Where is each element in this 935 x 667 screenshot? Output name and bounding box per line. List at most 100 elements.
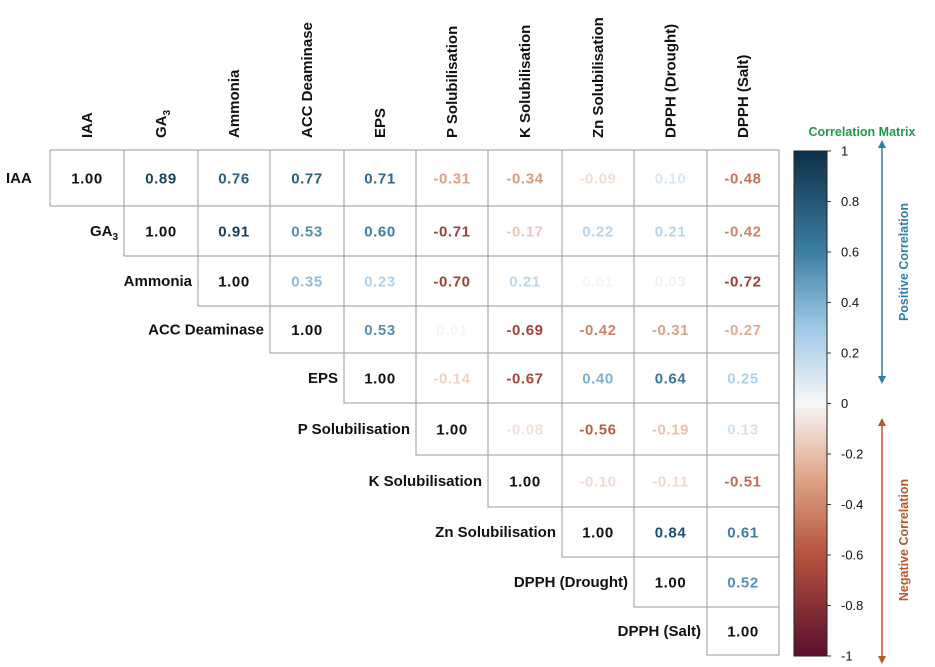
colorbar-gradient [793, 150, 828, 657]
negative-correlation-label: Negative Correlation [897, 479, 911, 601]
cell-dpph-drought-dpph-salt: 0.52 [706, 556, 780, 608]
cell-value: 0.91 [218, 224, 250, 241]
cell-border [706, 255, 780, 307]
cell-k-solubilisation-zn-solubilisation: -0.10 [561, 454, 635, 508]
cell-p-solubilisation-dpph-drought: -0.19 [633, 402, 708, 456]
colorbar-tick-label: 0.6 [841, 245, 859, 260]
cell-border [561, 205, 635, 257]
cell-value: 1.00 [364, 371, 396, 388]
cell-value: 0.53 [291, 224, 323, 241]
cell-ammonia-k-solubilisation: 0.21 [487, 255, 563, 307]
colorbar-tick-label: -1 [841, 649, 853, 664]
column-labels: IAA GA3 Ammonia ACC Deaminase EPS P Solubilis… [79, 17, 752, 138]
colorbar-ticks: 1 0.8 0.6 0.4 0.2 0 -0.2 -0.4 -0.6 -0.8 -1 [827, 144, 863, 664]
cell-value: 0.53 [364, 322, 396, 339]
cell-ga3-zn-solubilisation: 0.22 [561, 205, 635, 257]
cell-value: -0.67 [506, 371, 543, 388]
cell-value: 1.00 [436, 422, 468, 439]
cell-value: -0.71 [433, 224, 470, 241]
cell-ammonia-acc-deaminase: 0.35 [269, 255, 345, 307]
colorbar-tick-label: 0.4 [841, 295, 859, 310]
cell-border [49, 149, 125, 207]
chart-title: Correlation Matrix [809, 125, 916, 139]
cell-value: 1.00 [218, 274, 250, 291]
cell-k-solubilisation-dpph-salt: -0.51 [706, 454, 780, 508]
cell-zn-solubilisation-zn-solubilisation: 1.00 [561, 506, 635, 558]
cell-dpph-salt-dpph-salt: 1.00 [706, 606, 780, 656]
cell-ammonia-p-solubilisation: -0.70 [415, 255, 489, 307]
row-label-eps: EPS [308, 370, 338, 387]
cell-border [633, 556, 708, 608]
cell-value: 0.22 [582, 224, 614, 241]
cell-ammonia-dpph-drought: 0.03 [633, 255, 708, 307]
colorbar-tick-label: 0 [841, 396, 848, 411]
cell-p-solubilisation-dpph-salt: 0.13 [706, 402, 780, 456]
cell-border [706, 205, 780, 257]
colorbar-tick-label: -0.4 [841, 497, 863, 512]
cell-iaa-ga3: 0.89 [123, 149, 199, 207]
column-label-p-solubilisation: P Solubilisation [444, 26, 461, 138]
row-label-k-solubilisation: K Solubilisation [369, 473, 482, 490]
colorbar-tick-label: 0.2 [841, 346, 859, 361]
cell-border [561, 149, 635, 207]
cell-value: 0.71 [364, 171, 396, 188]
cell-ammonia-ammonia: 1.00 [197, 255, 271, 307]
cell-ga3-dpph-drought: 0.21 [633, 205, 708, 257]
cell-value: -0.42 [724, 224, 761, 241]
cell-ga3-ga3: 1.00 [123, 205, 199, 257]
cell-eps-zn-solubilisation: 0.40 [561, 352, 635, 404]
cell-value: -0.19 [652, 422, 689, 439]
cell-value: -0.11 [652, 474, 688, 491]
cell-eps-p-solubilisation: -0.14 [415, 352, 489, 404]
column-label-ammonia: Ammonia [226, 69, 243, 138]
column-label-zn-solubilisation: Zn Solubilisation [590, 17, 607, 138]
cell-border [343, 205, 417, 257]
cell-iaa-iaa: 1.00 [49, 149, 125, 207]
cell-border [415, 149, 489, 207]
cell-border [706, 352, 780, 404]
cell-border [415, 352, 489, 404]
cell-border [487, 402, 563, 456]
cell-value: -0.10 [579, 474, 616, 491]
cell-ammonia-dpph-salt: -0.72 [706, 255, 780, 307]
cell-border [561, 506, 635, 558]
cell-ga3-acc-deaminase: 0.53 [269, 205, 345, 257]
cell-iaa-dpph-salt: -0.48 [706, 149, 780, 207]
cell-acc-deaminase-eps: 0.53 [343, 305, 417, 354]
cell-p-solubilisation-p-solubilisation: 1.00 [415, 402, 489, 456]
cell-value: -0.70 [433, 274, 470, 291]
cell-k-solubilisation-dpph-drought: -0.11 [633, 454, 708, 508]
cell-eps-dpph-salt: 0.25 [706, 352, 780, 404]
colorbar: 1 0.8 0.6 0.4 0.2 0 -0.2 -0.4 -0.6 -0.8 -1 [793, 144, 863, 664]
cell-acc-deaminase-dpph-salt: -0.27 [706, 305, 780, 354]
cell-value: -0.14 [433, 371, 470, 388]
cell-value: -0.48 [724, 171, 761, 188]
cell-value: -0.56 [579, 422, 616, 439]
cell-value: 0.35 [291, 274, 323, 291]
cell-border [706, 606, 780, 656]
cell-value: 0.52 [727, 575, 759, 592]
cell-border [343, 255, 417, 307]
row-label-p-solubilisation: P Solubilisation [298, 421, 410, 438]
colorbar-tick-label: -0.2 [841, 447, 863, 462]
cell-border [197, 255, 271, 307]
matrix-cells: 1.00 0.89 0.76 0.77 0.71 -0.31 -0.34 -0.09 0.10 -… [49, 149, 780, 656]
cell-border [343, 305, 417, 354]
cell-value: -0.34 [506, 171, 543, 188]
cell-p-solubilisation-zn-solubilisation: -0.56 [561, 402, 635, 456]
colorbar-tick-label: -0.8 [841, 598, 863, 613]
cell-value: 0.25 [727, 371, 759, 388]
cell-border [561, 454, 635, 508]
cell-eps-k-solubilisation: -0.67 [487, 352, 563, 404]
cell-eps-eps: 1.00 [343, 352, 417, 404]
cell-border [633, 454, 708, 508]
cell-iaa-eps: 0.71 [343, 149, 417, 207]
colorbar-tick-label: 0.8 [841, 194, 859, 209]
cell-value: 1.00 [509, 474, 541, 491]
cell-ga3-eps: 0.60 [343, 205, 417, 257]
cell-border [706, 402, 780, 456]
cell-value: 1.00 [291, 322, 323, 339]
cell-iaa-acc-deaminase: 0.77 [269, 149, 345, 207]
cell-border [269, 255, 345, 307]
